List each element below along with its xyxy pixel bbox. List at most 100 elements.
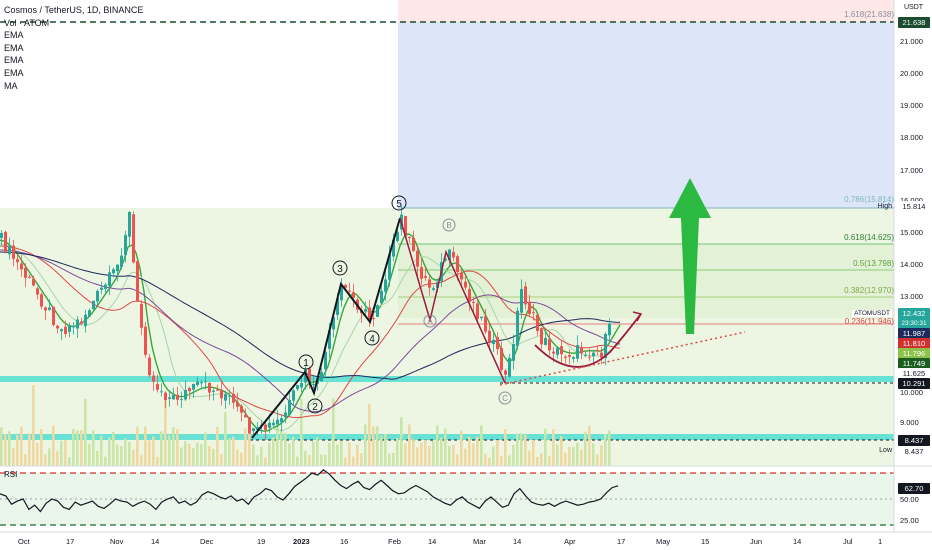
candle-body bbox=[152, 375, 155, 382]
green-up-arrow bbox=[669, 178, 711, 334]
candle-body bbox=[40, 294, 43, 307]
candle-body bbox=[140, 303, 143, 328]
time-tick: 14 bbox=[151, 537, 160, 546]
elliott-correction-line bbox=[399, 217, 506, 384]
candle-body bbox=[20, 263, 23, 270]
candle-body bbox=[572, 357, 575, 359]
volume-bar bbox=[196, 442, 199, 466]
candle-body bbox=[380, 290, 383, 304]
indicator-volume[interactable]: Vol · ATOM bbox=[4, 17, 50, 28]
candle-body bbox=[108, 272, 111, 286]
candle-body bbox=[48, 307, 51, 311]
candle-body bbox=[172, 395, 175, 400]
candle-body bbox=[56, 325, 59, 329]
candle-body bbox=[80, 321, 83, 324]
volume-bar bbox=[200, 443, 203, 466]
price-tag-ema-3: 11.796 bbox=[898, 348, 930, 359]
volume-bar bbox=[56, 451, 59, 466]
volume-bar bbox=[48, 448, 51, 466]
volume-bar bbox=[560, 436, 563, 466]
candle-body bbox=[196, 381, 199, 385]
volume-bar bbox=[128, 442, 131, 466]
candle-body bbox=[352, 292, 355, 298]
volume-bar bbox=[300, 398, 303, 466]
time-tick: 1 bbox=[878, 537, 883, 546]
candle-body bbox=[84, 314, 87, 327]
candle-body bbox=[568, 355, 571, 357]
volume-bar bbox=[264, 457, 267, 466]
symbol-title[interactable]: Cosmos / TetherUS, 1D, BINANCE bbox=[4, 5, 144, 15]
candle-body bbox=[236, 401, 239, 407]
candle-body bbox=[168, 397, 171, 399]
time-tick: 15 bbox=[701, 537, 710, 546]
candle-body bbox=[444, 258, 447, 261]
candle-body bbox=[92, 300, 95, 310]
candle-body bbox=[24, 267, 27, 278]
volume-bar bbox=[88, 443, 91, 466]
volume-bar bbox=[236, 449, 239, 466]
price-tick: 16.000 bbox=[900, 196, 923, 205]
volume-bar bbox=[240, 452, 243, 466]
rsi-tick: 25.00 bbox=[900, 516, 919, 525]
volume-bar bbox=[40, 428, 43, 466]
candle-body bbox=[448, 249, 451, 261]
candle-body bbox=[464, 281, 467, 288]
volume-bar bbox=[552, 429, 555, 466]
price-tag-high: 15.814 bbox=[898, 201, 930, 212]
volume-bar bbox=[84, 398, 87, 466]
candle-body bbox=[452, 251, 455, 258]
indicator-ema-2[interactable]: EMA bbox=[4, 42, 24, 53]
candle-body bbox=[184, 389, 187, 400]
indicator-ma[interactable]: MA bbox=[4, 80, 18, 91]
time-tick: Oct bbox=[18, 537, 30, 546]
volume-bar bbox=[352, 456, 355, 466]
candle-body bbox=[328, 330, 331, 349]
time-tick: Apr bbox=[564, 537, 576, 546]
volume-bar bbox=[280, 429, 283, 466]
candle-body bbox=[396, 231, 399, 241]
volume-bar bbox=[276, 425, 279, 466]
volume-bar bbox=[384, 434, 387, 466]
candle-body bbox=[496, 337, 499, 350]
support-band-lower bbox=[0, 434, 894, 440]
volume-bar bbox=[444, 428, 447, 466]
candle-body bbox=[88, 310, 91, 317]
indicator-ema-3[interactable]: EMA bbox=[4, 55, 24, 66]
rounded-bottom-curve bbox=[534, 314, 641, 368]
time-tick: May bbox=[656, 537, 671, 546]
candle-body bbox=[576, 345, 579, 359]
price-tag-ema-4: 11.749 bbox=[898, 358, 930, 369]
wave-label-5: 5 bbox=[391, 195, 407, 211]
candle-body bbox=[44, 307, 47, 311]
volume-bar bbox=[408, 424, 411, 466]
volume-bar bbox=[400, 417, 403, 466]
price-tag-fib-top: 21.638 bbox=[898, 17, 930, 28]
curve-arrow-head bbox=[632, 311, 643, 322]
candle-body bbox=[72, 326, 75, 328]
candle-body bbox=[176, 394, 179, 400]
candle-body bbox=[60, 329, 63, 332]
symbol-tag: ATOMUSDT bbox=[852, 310, 892, 317]
volume-bar bbox=[64, 440, 67, 466]
candle-body bbox=[16, 259, 19, 263]
rsi-label[interactable]: RSI bbox=[4, 470, 18, 479]
volume-bar bbox=[440, 437, 443, 466]
volume-bar bbox=[100, 435, 103, 466]
volume-bar bbox=[404, 443, 407, 466]
indicator-ema-4[interactable]: EMA bbox=[4, 67, 24, 78]
candle-body bbox=[376, 305, 379, 317]
volume-bar bbox=[76, 430, 79, 466]
volume-bar bbox=[464, 448, 467, 466]
volume-bar bbox=[496, 440, 499, 466]
candle-body bbox=[200, 382, 203, 384]
candle-body bbox=[4, 231, 7, 252]
time-tick: 14 bbox=[793, 537, 802, 546]
indicator-ema-1[interactable]: EMA bbox=[4, 30, 24, 41]
candle-body bbox=[504, 370, 507, 375]
candle-body bbox=[404, 216, 407, 237]
candle-body bbox=[364, 309, 367, 312]
volume-bar bbox=[148, 440, 151, 466]
time-tick: Jul bbox=[843, 537, 853, 546]
candle-body bbox=[488, 330, 491, 343]
